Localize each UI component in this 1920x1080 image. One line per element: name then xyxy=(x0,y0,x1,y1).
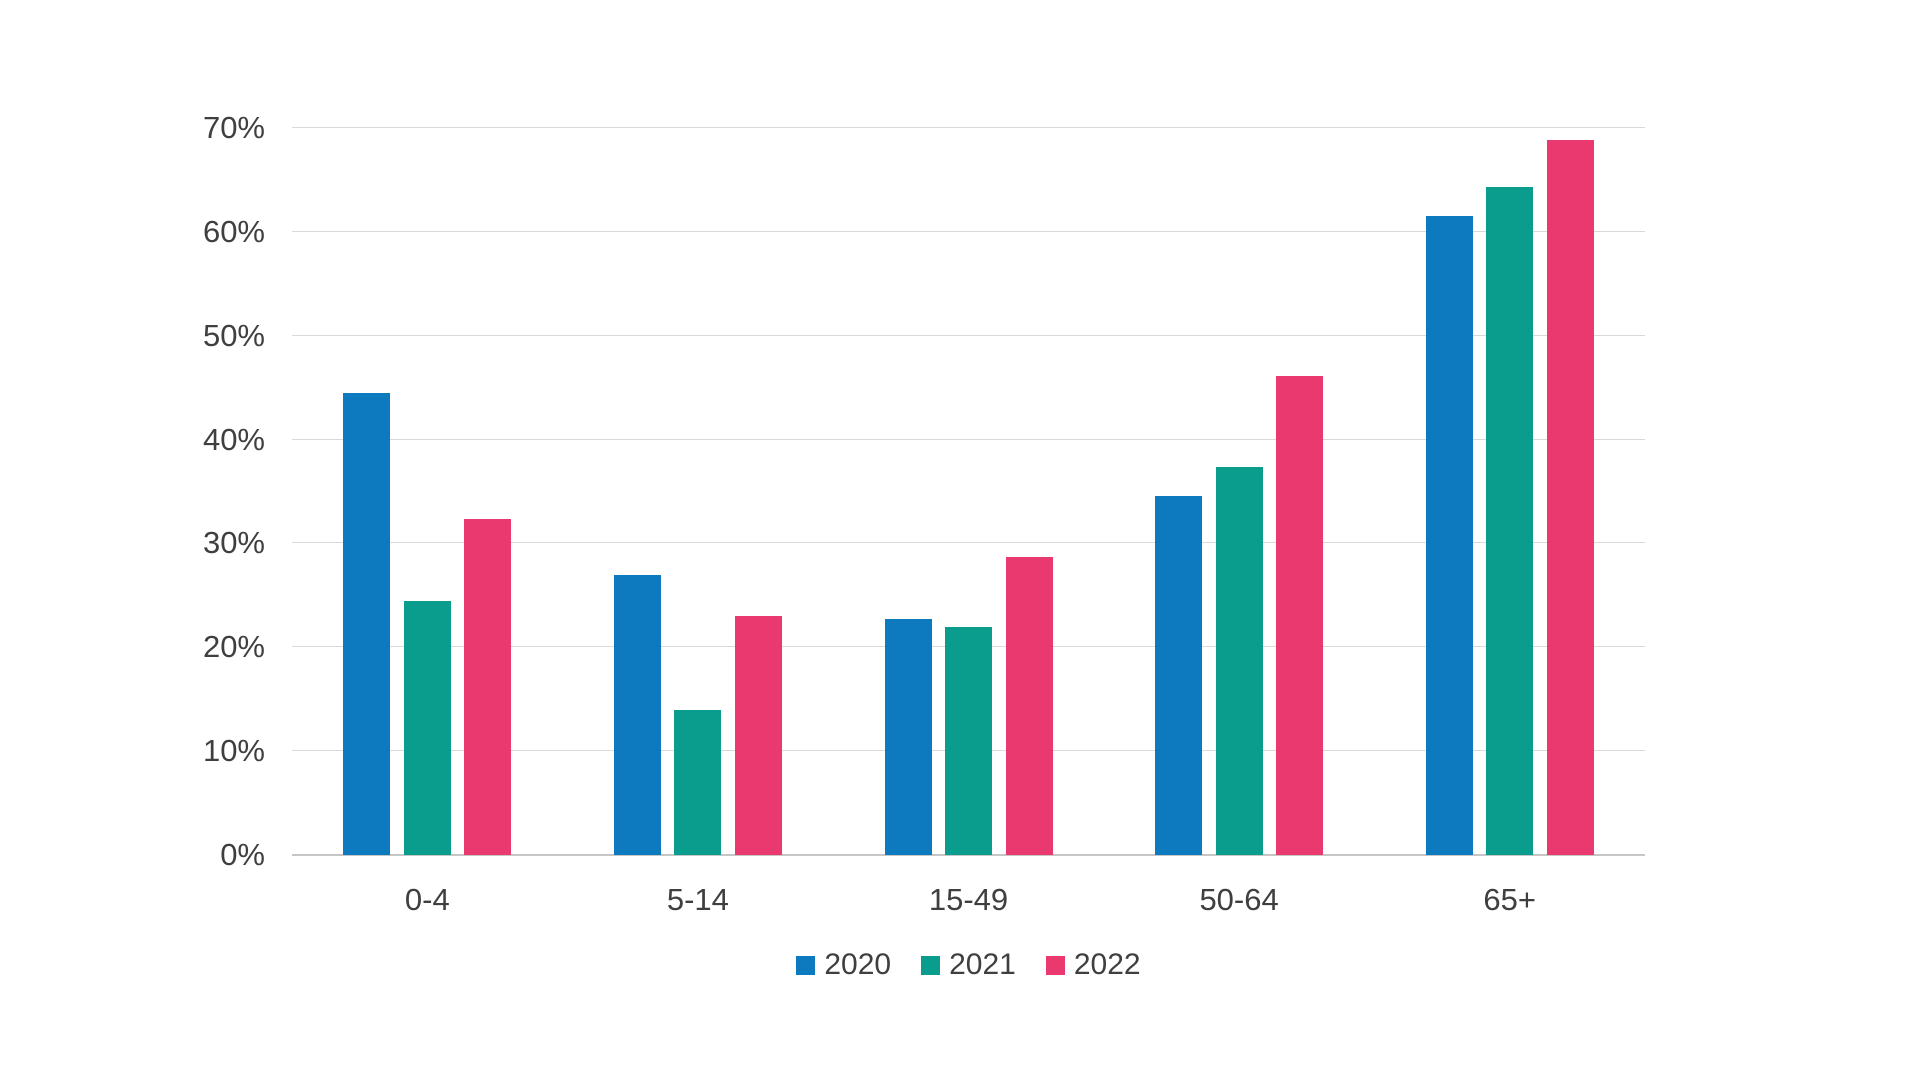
x-tick-label-15-49: 15-49 xyxy=(928,882,1009,917)
x-tick-label-65+: 65+ xyxy=(1483,882,1536,917)
x-tick-label-50-64: 50-64 xyxy=(1199,882,1279,917)
gridline-50 xyxy=(292,334,1645,336)
bar-2021-5-14 xyxy=(674,709,722,855)
bar-group-50-64 xyxy=(1155,128,1324,855)
bar-2022-65+ xyxy=(1546,140,1594,855)
bar-2021-65+ xyxy=(1486,187,1534,855)
y-tick-label: 60% xyxy=(202,213,265,249)
bar-2022-15-49 xyxy=(1005,556,1053,855)
x-tick-label-0-4: 0-4 xyxy=(404,882,450,917)
bar-group-0-4 xyxy=(343,128,512,855)
legend-item-2020: 2020 xyxy=(796,950,891,980)
plot-area xyxy=(292,127,1645,856)
bar-2020-0-4 xyxy=(343,392,391,855)
legend: 2020 2021 2022 xyxy=(292,950,1645,980)
legend-item-2021: 2021 xyxy=(921,950,1016,980)
y-tick-label: 20% xyxy=(202,629,265,665)
bar-group-15-49 xyxy=(884,128,1053,855)
bar-2020-50-64 xyxy=(1155,495,1203,855)
bar-2020-5-14 xyxy=(613,574,661,855)
x-tick-label-5-14: 5-14 xyxy=(666,882,729,917)
bar-2020-15-49 xyxy=(884,619,932,855)
gridline-30 xyxy=(292,542,1645,544)
legend-label: 2020 xyxy=(824,948,892,981)
y-axis-labels: 0% 10% 20% 30% 40% 50% 60% 70% xyxy=(120,112,265,870)
legend-label: 2021 xyxy=(949,948,1016,981)
x-axis-labels: 0-4 5-14 15-49 50-64 65+ xyxy=(292,880,1645,920)
bar-2020-65+ xyxy=(1425,216,1473,855)
legend-swatch-icon xyxy=(1045,955,1065,975)
legend-swatch-icon xyxy=(921,955,941,975)
legend-label: 2022 xyxy=(1073,948,1141,981)
y-tick-label: 10% xyxy=(202,733,265,769)
legend-item-2022: 2022 xyxy=(1045,948,1141,981)
legend-swatch-icon xyxy=(796,955,816,975)
bar-2021-50-64 xyxy=(1215,466,1263,855)
y-tick-label: 70% xyxy=(202,110,265,145)
x-axis-baseline xyxy=(292,854,1645,856)
gridline-40 xyxy=(292,438,1645,440)
bar-group-65+ xyxy=(1425,128,1594,855)
gridline-60 xyxy=(292,230,1645,232)
bar-2021-0-4 xyxy=(403,600,451,855)
gridline-70 xyxy=(292,127,1645,128)
bar-2022-5-14 xyxy=(734,616,782,855)
bar-2022-0-4 xyxy=(464,518,512,855)
y-tick-label: 30% xyxy=(202,525,265,561)
bar-2022-50-64 xyxy=(1276,376,1324,855)
y-tick-label: 50% xyxy=(202,317,265,353)
bar-2021-15-49 xyxy=(945,626,992,855)
bar-group-5-14 xyxy=(613,128,782,855)
y-tick-label: 40% xyxy=(202,421,265,457)
y-tick-label: 0% xyxy=(220,837,265,872)
